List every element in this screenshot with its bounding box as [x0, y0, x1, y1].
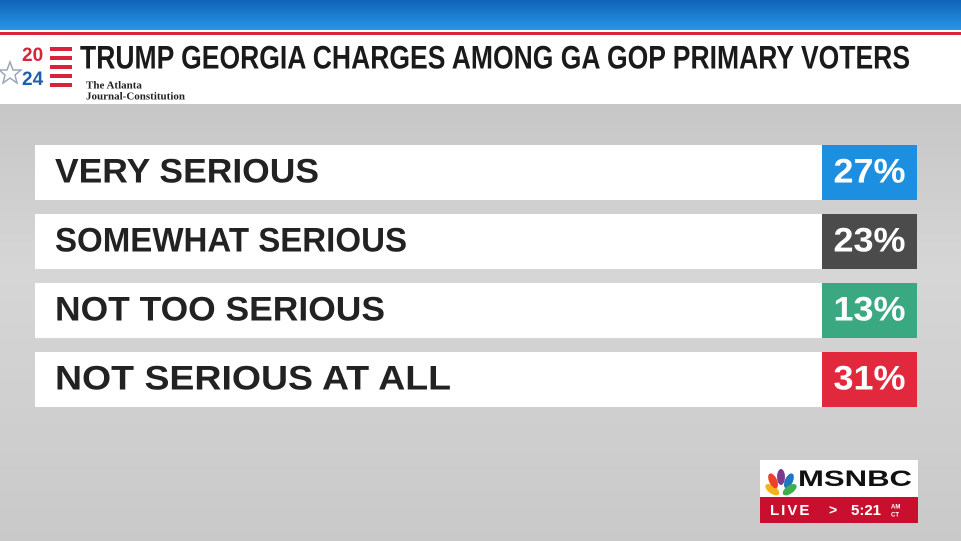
row-label: SOMEWHAT SERIOUS [55, 221, 407, 259]
title: TRUMP GEORGIA CHARGES AMONG GA GOP PRIMA… [80, 39, 910, 75]
peacock [765, 469, 797, 496]
clock-zone: CT [891, 513, 899, 519]
source-line: The Atlanta [86, 80, 142, 92]
row-background [35, 352, 917, 407]
feather [782, 484, 797, 496]
clock-time: 5:21 [851, 502, 881, 519]
live-label: LIVE [770, 502, 811, 519]
row-label: NOT TOO SERIOUS [55, 290, 385, 328]
logo-star [0, 59, 24, 85]
bug-bottom [760, 497, 918, 523]
network-bug: MSNBC LIVE > 5:21 AM CT [760, 460, 918, 523]
logo-stripe [50, 65, 72, 69]
feather [765, 484, 780, 496]
row-background [35, 214, 917, 269]
row-value: 23% [834, 221, 906, 259]
row-value: 13% [834, 290, 906, 328]
logo-stripe [50, 56, 72, 60]
logo-stripe [50, 47, 72, 51]
row-label: VERY SERIOUS [55, 152, 319, 190]
value-box [822, 352, 917, 407]
separator: > [829, 502, 837, 518]
header-band [0, 30, 961, 104]
row-background [35, 283, 917, 338]
row-value: 27% [834, 152, 906, 190]
feather [768, 473, 779, 489]
row-label: NOT SERIOUS AT ALL [55, 359, 451, 397]
source-line: Journal-Constitution [86, 91, 185, 103]
feather [777, 469, 785, 485]
row-value: 31% [834, 359, 906, 397]
clock-ampm: AM [891, 505, 900, 511]
network-name: MSNBC [798, 466, 912, 491]
value-box [822, 283, 917, 338]
rows: VERY SERIOUS 27% SOMEWHAT SERIOUS 23% NOT TO… [35, 145, 917, 407]
logo-stripe [50, 83, 72, 87]
logo: 20 24 [0, 45, 72, 90]
header-stripe [0, 32, 961, 35]
value-box [822, 214, 917, 269]
value-box [822, 145, 917, 200]
logo-year-bottom: 24 [22, 69, 44, 90]
logo-year-top: 20 [22, 45, 43, 66]
row-background [35, 145, 917, 200]
logo-stripe [50, 74, 72, 78]
top-bar [0, 0, 961, 30]
